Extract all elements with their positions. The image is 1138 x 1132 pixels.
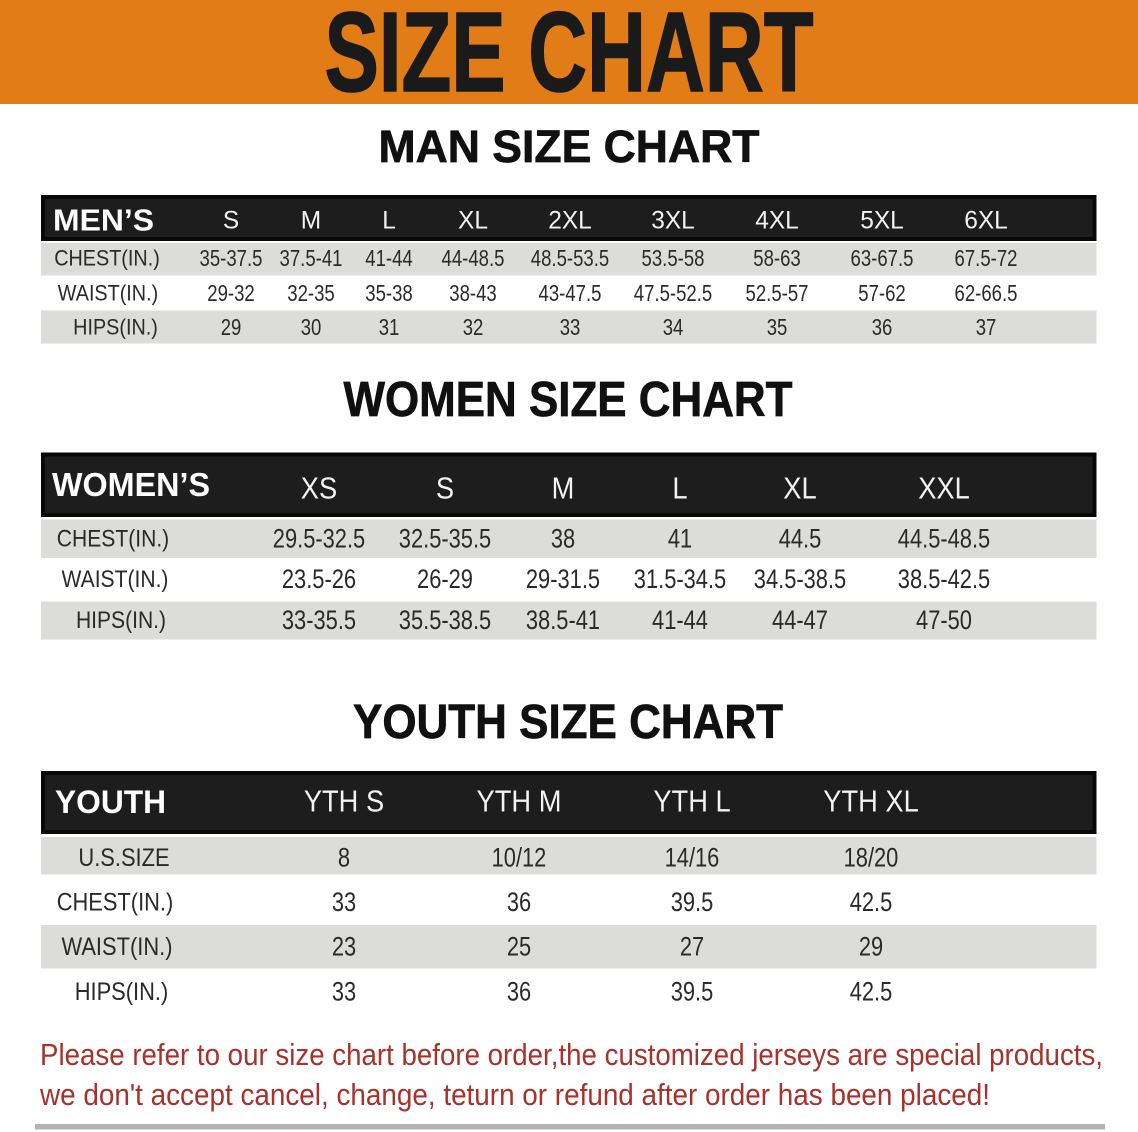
svg-text:44.5: 44.5: [779, 524, 822, 554]
svg-text:WOMEN’S: WOMEN’S: [52, 466, 210, 503]
svg-text:33: 33: [560, 314, 581, 340]
svg-text:39.5: 39.5: [671, 977, 714, 1007]
svg-text:YTH L: YTH L: [653, 784, 730, 819]
svg-text:XS: XS: [301, 471, 337, 506]
svg-text:35: 35: [767, 314, 788, 340]
svg-text:63-67.5: 63-67.5: [851, 245, 914, 271]
svg-text:33: 33: [332, 977, 356, 1007]
svg-text:23.5-26: 23.5-26: [282, 564, 356, 594]
svg-text:25: 25: [507, 932, 531, 962]
svg-text:38: 38: [551, 524, 575, 554]
svg-text:HIPS(IN.): HIPS(IN.): [75, 978, 169, 1006]
svg-text:67.5-72: 67.5-72: [955, 245, 1018, 271]
svg-text:23: 23: [332, 932, 356, 962]
svg-text:36: 36: [872, 314, 893, 340]
svg-text:CHEST(IN.): CHEST(IN.): [54, 246, 160, 271]
svg-text:L: L: [672, 471, 687, 506]
svg-text:M: M: [301, 207, 321, 235]
svg-text:57-62: 57-62: [858, 280, 906, 306]
svg-text:38.5-41: 38.5-41: [526, 605, 600, 635]
svg-text:47-50: 47-50: [916, 605, 972, 635]
svg-text:CHEST(IN.): CHEST(IN.): [57, 889, 174, 917]
svg-text:27: 27: [680, 932, 704, 962]
svg-text:32: 32: [463, 314, 484, 340]
svg-text:38-43: 38-43: [449, 280, 497, 306]
svg-text:30: 30: [301, 314, 322, 340]
svg-text:29-31.5: 29-31.5: [526, 564, 600, 594]
svg-text:44.5-48.5: 44.5-48.5: [898, 524, 990, 554]
svg-text:42.5: 42.5: [850, 887, 893, 917]
svg-text:YTH M: YTH M: [477, 784, 562, 819]
svg-text:14/16: 14/16: [665, 843, 720, 873]
svg-text:41-44: 41-44: [365, 245, 413, 271]
svg-text:62-66.5: 62-66.5: [955, 280, 1018, 306]
svg-text:MEN’S: MEN’S: [53, 203, 154, 238]
svg-text:MAN SIZE CHART: MAN SIZE CHART: [379, 121, 760, 172]
svg-text:37: 37: [976, 314, 997, 340]
svg-text:35-38: 35-38: [365, 280, 413, 306]
svg-text:52.5-57: 52.5-57: [746, 280, 809, 306]
svg-text:32.5-35.5: 32.5-35.5: [399, 524, 491, 554]
svg-text:3XL: 3XL: [651, 207, 695, 235]
svg-text:M: M: [552, 471, 575, 506]
svg-text:41: 41: [668, 524, 692, 554]
svg-text:29: 29: [859, 932, 883, 962]
svg-text:44-48.5: 44-48.5: [442, 245, 505, 271]
svg-text:37.5-41: 37.5-41: [280, 245, 343, 271]
svg-text:58-63: 58-63: [753, 245, 801, 271]
svg-text:WAIST(IN.): WAIST(IN.): [58, 281, 158, 306]
svg-text:33: 33: [332, 887, 356, 917]
svg-text:5XL: 5XL: [860, 207, 904, 235]
svg-text:8: 8: [338, 843, 350, 873]
svg-text:we don't accept cancel, change: we don't accept cancel, change, teturn o…: [39, 1077, 990, 1112]
svg-text:YOUTH: YOUTH: [55, 784, 166, 820]
svg-text:YTH XL: YTH XL: [823, 784, 919, 819]
svg-text:2XL: 2XL: [548, 207, 592, 235]
svg-text:SIZE CHART: SIZE CHART: [325, 0, 814, 115]
svg-text:34.5-38.5: 34.5-38.5: [754, 564, 846, 594]
svg-text:36: 36: [507, 977, 531, 1007]
svg-text:42.5: 42.5: [850, 977, 893, 1007]
svg-text:HIPS(IN.): HIPS(IN.): [76, 607, 166, 634]
svg-text:43-47.5: 43-47.5: [539, 280, 602, 306]
svg-text:44-47: 44-47: [772, 605, 828, 635]
svg-text:29.5-32.5: 29.5-32.5: [273, 524, 365, 554]
svg-text:53.5-58: 53.5-58: [642, 245, 705, 271]
svg-text:33-35.5: 33-35.5: [282, 605, 356, 635]
svg-text:48.5-53.5: 48.5-53.5: [531, 245, 609, 271]
svg-text:35-37.5: 35-37.5: [200, 245, 263, 271]
svg-text:XL: XL: [458, 207, 488, 235]
svg-text:35.5-38.5: 35.5-38.5: [399, 605, 491, 635]
svg-text:CHEST(IN.): CHEST(IN.): [57, 526, 169, 553]
svg-text:WOMEN SIZE CHART: WOMEN SIZE CHART: [344, 373, 793, 427]
svg-text:18/20: 18/20: [844, 843, 899, 873]
svg-text:39.5: 39.5: [671, 887, 714, 917]
svg-text:WAIST(IN.): WAIST(IN.): [62, 933, 173, 961]
svg-text:38.5-42.5: 38.5-42.5: [898, 564, 990, 594]
svg-text:XL: XL: [783, 471, 816, 506]
svg-text:41-44: 41-44: [652, 605, 708, 635]
svg-text:S: S: [223, 207, 239, 235]
svg-text:10/12: 10/12: [492, 843, 547, 873]
svg-text:YOUTH SIZE CHART: YOUTH SIZE CHART: [353, 696, 783, 749]
svg-text:U.S.SIZE: U.S.SIZE: [78, 844, 169, 872]
svg-text:6XL: 6XL: [964, 207, 1008, 235]
svg-text:L: L: [382, 207, 396, 235]
svg-text:29: 29: [221, 314, 242, 340]
svg-text:31: 31: [379, 314, 400, 340]
svg-text:XXL: XXL: [918, 471, 970, 506]
svg-text:S: S: [436, 471, 454, 506]
svg-text:31.5-34.5: 31.5-34.5: [634, 564, 726, 594]
svg-text:Please refer to our size chart: Please refer to our size chart before or…: [40, 1037, 1103, 1072]
svg-text:32-35: 32-35: [287, 280, 335, 306]
svg-text:34: 34: [663, 314, 684, 340]
svg-text:29-32: 29-32: [207, 280, 255, 306]
svg-text:WAIST(IN.): WAIST(IN.): [62, 566, 169, 593]
svg-text:47.5-52.5: 47.5-52.5: [634, 280, 712, 306]
svg-text:4XL: 4XL: [755, 207, 799, 235]
svg-text:36: 36: [507, 887, 531, 917]
svg-text:26-29: 26-29: [417, 564, 473, 594]
svg-text:HIPS(IN.): HIPS(IN.): [73, 315, 158, 340]
svg-text:YTH S: YTH S: [304, 784, 384, 819]
